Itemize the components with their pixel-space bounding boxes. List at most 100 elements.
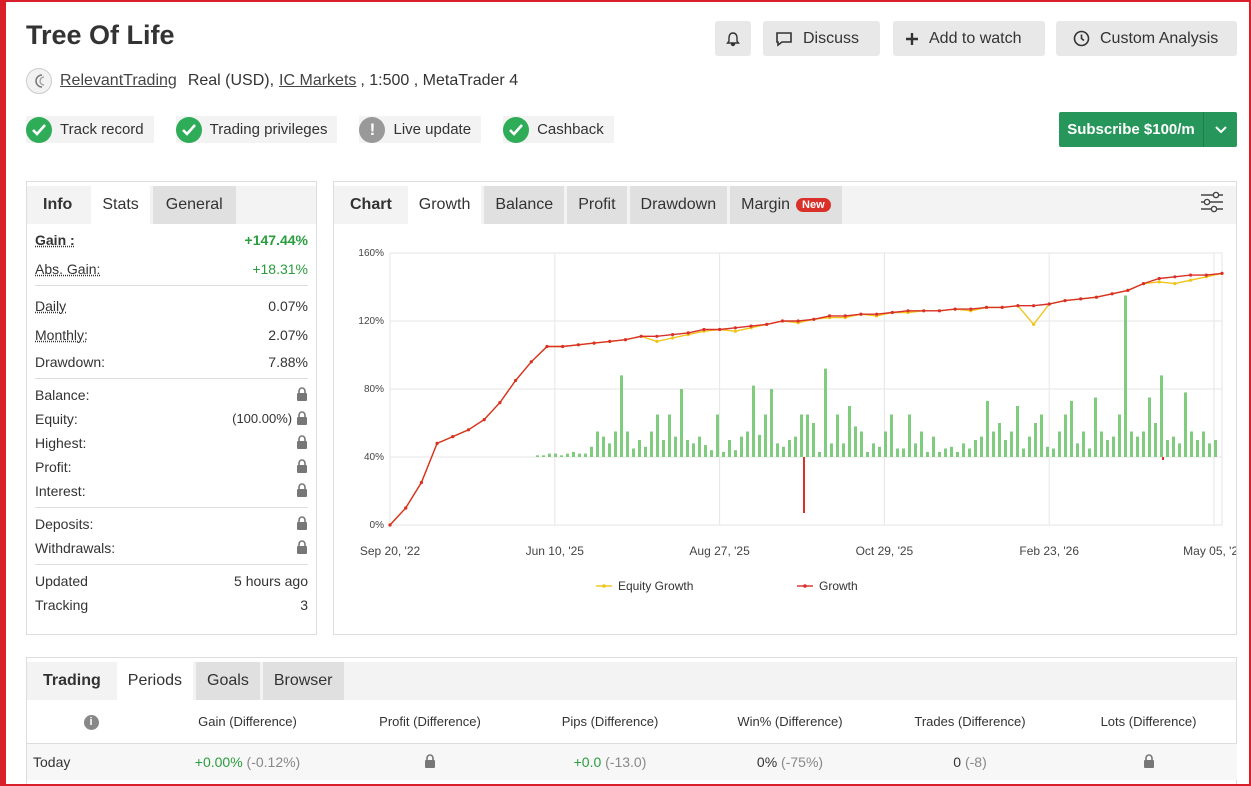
profit-bar <box>1022 448 1025 457</box>
info-icon[interactable]: i <box>83 715 99 730</box>
badge-trading-privileges[interactable]: Trading privileges <box>175 116 338 143</box>
data-point <box>670 336 675 340</box>
data-point <box>435 441 439 445</box>
user-logo-icon <box>35 74 45 88</box>
custom-analysis-button[interactable]: Custom Analysis <box>1056 21 1237 56</box>
badge-cashback[interactable]: Cashback <box>503 116 614 143</box>
stat-daily: Daily 0.07% <box>35 298 308 314</box>
data-point <box>545 344 549 349</box>
stat-balance: Balance: <box>35 383 308 407</box>
profit-bar <box>584 453 587 457</box>
avatar[interactable] <box>26 68 52 94</box>
profit-bar <box>878 446 881 457</box>
data-point <box>576 343 580 347</box>
data-point <box>922 309 926 313</box>
profit-bar <box>590 446 593 457</box>
periods-table: i Gain (Difference) Profit (Difference) … <box>27 700 1237 780</box>
tab-info[interactable]: Info <box>43 196 73 213</box>
profit-bar <box>1010 431 1013 457</box>
data-point <box>592 341 596 345</box>
y-tick-label: 120% <box>358 316 384 327</box>
pips-value: +0.0 <box>573 754 602 770</box>
data-point <box>1063 299 1067 303</box>
tab-drawdown[interactable]: Drawdown <box>629 186 728 224</box>
profit-bar <box>1208 443 1211 457</box>
subscribe-button[interactable]: Subscribe $100/m <box>1059 112 1237 147</box>
profit-bar <box>962 443 965 457</box>
user-link[interactable]: RelevantTrading <box>60 72 177 89</box>
leverage-platform: , 1:500 , MetaTrader 4 <box>360 72 519 89</box>
col-pips: Pips (Difference) <box>561 714 659 729</box>
add-to-watch-button[interactable]: Add to watch <box>893 21 1045 56</box>
profit-bar <box>830 443 833 457</box>
profit-bar <box>1064 414 1067 457</box>
loss-bar <box>1162 457 1164 460</box>
new-badge: New <box>796 198 831 212</box>
profit-bar <box>1040 414 1043 457</box>
tab-goals[interactable]: Goals <box>196 662 260 700</box>
profit-bar <box>1142 431 1145 457</box>
tab-growth[interactable]: Growth <box>407 186 482 224</box>
profit-bar <box>926 451 929 457</box>
profit-bar <box>1190 431 1193 457</box>
data-point <box>843 314 847 318</box>
data-point <box>953 307 957 311</box>
y-tick-label: 80% <box>364 384 384 395</box>
col-trades: Trades (Difference) <box>914 714 1026 729</box>
tab-balance[interactable]: Balance <box>484 186 565 224</box>
profit-bar <box>920 431 923 457</box>
data-point <box>670 333 675 337</box>
check-circle-icon <box>503 116 530 143</box>
profit-bar <box>710 450 713 457</box>
profit-bar <box>1046 446 1049 457</box>
profit-bar <box>1016 406 1019 457</box>
table-header: i Gain (Difference) Profit (Difference) … <box>27 700 1237 744</box>
check-circle-icon <box>26 116 52 143</box>
profit-bar <box>650 431 653 457</box>
profit-bar <box>866 451 869 457</box>
profit-bar <box>536 455 539 457</box>
data-point <box>859 312 863 316</box>
profit-bar <box>1028 436 1031 457</box>
badge-track-record[interactable]: Track record <box>26 116 154 143</box>
stat-profit: Profit: <box>35 455 308 479</box>
profit-bar <box>1136 436 1139 457</box>
discuss-label: Discuss <box>803 29 860 47</box>
data-point <box>1189 273 1193 277</box>
data-point <box>937 309 942 313</box>
bell-icon <box>726 31 740 46</box>
tab-general[interactable]: General <box>152 186 236 224</box>
legend-label: Equity Growth <box>618 579 693 593</box>
profit-bar <box>848 406 851 457</box>
profit-bar <box>800 414 803 457</box>
growth-chart[interactable]: 160% 120% 80% 40% 0% Sep 20, '22 Jun 10, '25 Au… <box>334 224 1236 634</box>
profit-bar <box>1112 436 1115 457</box>
settings-sliders-icon[interactable] <box>1200 190 1224 219</box>
badge-label: Cashback <box>537 121 604 138</box>
tab-trading[interactable]: Trading <box>43 672 101 689</box>
tab-margin[interactable]: Margin New <box>730 186 842 224</box>
series-line <box>389 272 1223 526</box>
tab-browser[interactable]: Browser <box>262 662 344 700</box>
discuss-button[interactable]: Discuss <box>763 21 880 56</box>
notification-button[interactable] <box>715 21 751 56</box>
chevron-down-icon[interactable] <box>1203 112 1237 147</box>
broker-link[interactable]: IC Markets <box>279 72 357 89</box>
tab-profit[interactable]: Profit <box>567 186 627 224</box>
data-point <box>765 322 769 326</box>
lock-icon <box>424 754 436 771</box>
profit-bar <box>1184 392 1187 457</box>
data-point <box>1000 305 1004 309</box>
tab-periods[interactable]: Periods <box>116 662 194 700</box>
badge-live-update[interactable]: ! Live update <box>359 116 482 143</box>
tab-stats[interactable]: Stats <box>91 186 150 224</box>
data-point <box>513 378 518 383</box>
profit-bar <box>788 440 791 457</box>
tab-chart[interactable]: Chart <box>350 196 392 213</box>
profit-bar <box>542 455 545 457</box>
profit-bar <box>932 436 935 457</box>
page-title: Tree Of Life <box>26 20 175 50</box>
data-point <box>1016 304 1020 308</box>
profit-bar <box>758 434 761 457</box>
profit-bar <box>608 443 611 457</box>
